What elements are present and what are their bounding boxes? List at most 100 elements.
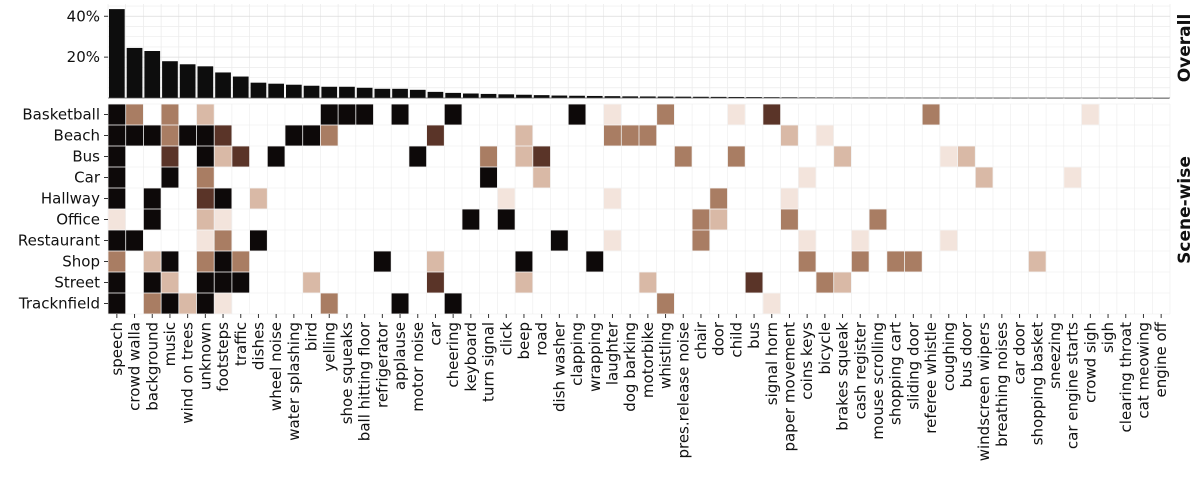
bar-door <box>710 96 727 98</box>
cell-car-speech <box>108 167 126 188</box>
bar-footsteps <box>215 72 231 98</box>
cell-street-bird <box>303 272 320 293</box>
x-label-cash-register: cash register <box>851 321 869 419</box>
cell-tracknfield-whistling <box>657 293 674 314</box>
cell-beach-laughter <box>604 125 621 146</box>
panel-titles: Overall Scene-wise <box>1175 14 1195 264</box>
row-label-shop: Shop <box>62 253 100 271</box>
cell-restaurant-coins-keys <box>798 230 816 251</box>
row-label-beach: Beach <box>54 127 100 145</box>
cell-bus-child <box>727 146 745 167</box>
cell-street-bus <box>745 272 763 293</box>
bar-pres-release-noise <box>675 96 692 98</box>
row-label-office: Office <box>56 211 100 229</box>
cell-office-chair <box>692 209 710 230</box>
cell-basketball-whistling <box>657 104 674 125</box>
cell-car-car-engine-starts <box>1064 167 1082 188</box>
cell-bus-unknown <box>196 146 214 167</box>
cell-basketball-applause <box>391 104 409 125</box>
x-label-dog-barking: dog barking <box>621 322 639 412</box>
cell-car-music <box>161 167 179 188</box>
cell-beach-dog-barking <box>621 125 639 146</box>
cell-shop-unknown <box>196 251 214 272</box>
cell-shop-shopping-basket <box>1028 251 1046 272</box>
cell-hallway-speech <box>108 188 126 209</box>
x-label-refrigerator: refrigerator <box>373 321 391 408</box>
cell-hallway-paper-movement <box>781 188 798 209</box>
cell-beach-crowd-walla <box>126 125 143 146</box>
cell-shop-background <box>143 251 161 272</box>
overall-ytick-label: 40% <box>67 7 100 25</box>
row-label-bus: Bus <box>72 148 100 166</box>
x-label-dishes: dishes <box>249 322 267 370</box>
bar-wheel-noise <box>268 83 284 98</box>
x-label-windscreen-wipers: windscreen wipers <box>975 322 993 461</box>
cell-car-unknown <box>196 167 214 188</box>
cell-basketball-crowd-walla <box>126 104 143 125</box>
cell-basketball-yelling <box>320 104 338 125</box>
cell-shop-coins-keys <box>798 251 816 272</box>
cell-tracknfield-speech <box>108 293 126 314</box>
cell-tracknfield-cheering <box>444 293 462 314</box>
cell-office-keyboard <box>462 209 480 230</box>
cell-bus-speech <box>108 146 126 167</box>
x-label-bus: bus <box>745 322 763 349</box>
scene-panel: Basketball Beach Bus Car Hallway Office Restau… <box>18 103 1171 315</box>
bar-unknown <box>197 66 214 98</box>
cell-hallway-unknown <box>196 188 214 209</box>
cell-street-car <box>427 272 444 293</box>
cell-bus-pres-release-noise <box>674 146 692 167</box>
bar-wind-on-trees <box>179 64 196 98</box>
x-label-bird: bird <box>303 322 321 351</box>
cell-office-paper-movement <box>781 209 798 230</box>
row-label-car: Car <box>74 169 101 187</box>
x-label-wind-on-trees: wind on trees <box>179 322 197 424</box>
cell-restaurant-coughing <box>940 230 958 251</box>
cell-street-speech <box>108 272 126 293</box>
x-label-sneezing: sneezing <box>1046 322 1064 389</box>
bar-dish-washer <box>551 95 568 98</box>
cell-restaurant-crowd-walla <box>126 230 143 251</box>
x-label-applause: applause <box>391 322 409 390</box>
bar-click <box>498 94 515 98</box>
row-label-hallway: Hallway <box>41 190 100 208</box>
cell-tracknfield-signal-horn <box>763 293 781 314</box>
bar-child <box>728 96 745 98</box>
cell-bus-road <box>533 146 551 167</box>
x-label-car: car <box>426 321 444 345</box>
bar-shoe-squeaks <box>339 86 355 98</box>
bar-water-splashing <box>286 84 302 98</box>
cell-shop-shopping-cart <box>887 251 905 272</box>
cell-restaurant-speech <box>108 230 126 251</box>
row-label-tracknfield: Tracknfield <box>18 295 100 313</box>
x-label-paper-movement: paper movement <box>780 322 798 452</box>
cell-beach-wind-on-trees <box>179 125 197 146</box>
cell-office-door <box>710 209 728 230</box>
x-label-referee-whistle: referee whistle <box>922 322 940 434</box>
bar-background <box>144 51 161 98</box>
x-label-mouse-scrolling: mouse scrolling <box>869 322 887 440</box>
x-label-chair: chair <box>692 321 710 359</box>
x-label-door: door <box>710 321 728 356</box>
cell-bus-motor-noise <box>409 146 427 167</box>
cell-bus-music <box>161 146 179 167</box>
cell-shop-music <box>161 251 179 272</box>
bar-yelling <box>321 86 338 98</box>
bar-chair <box>693 96 709 98</box>
x-label-sliding-door: sliding door <box>904 321 922 410</box>
cell-beach-motorbike <box>639 125 657 146</box>
cell-office-footsteps <box>214 209 232 230</box>
cell-basketball-music <box>161 104 179 125</box>
cell-shop-cash-register <box>851 251 869 272</box>
x-label-car-door: car door <box>1011 321 1029 384</box>
cell-tracknfield-background <box>143 293 161 314</box>
cell-beach-unknown <box>196 125 214 146</box>
cell-street-music <box>161 272 179 293</box>
x-label-brakes-squeak: brakes squeak <box>834 322 852 431</box>
cell-restaurant-dishes <box>250 230 267 251</box>
cell-tracknfield-unknown <box>196 293 214 314</box>
bar-bird <box>303 85 320 98</box>
cell-basketball-shoe-squeaks <box>338 104 356 125</box>
bar-dog-barking <box>622 96 638 98</box>
cell-hallway-footsteps <box>214 188 232 209</box>
